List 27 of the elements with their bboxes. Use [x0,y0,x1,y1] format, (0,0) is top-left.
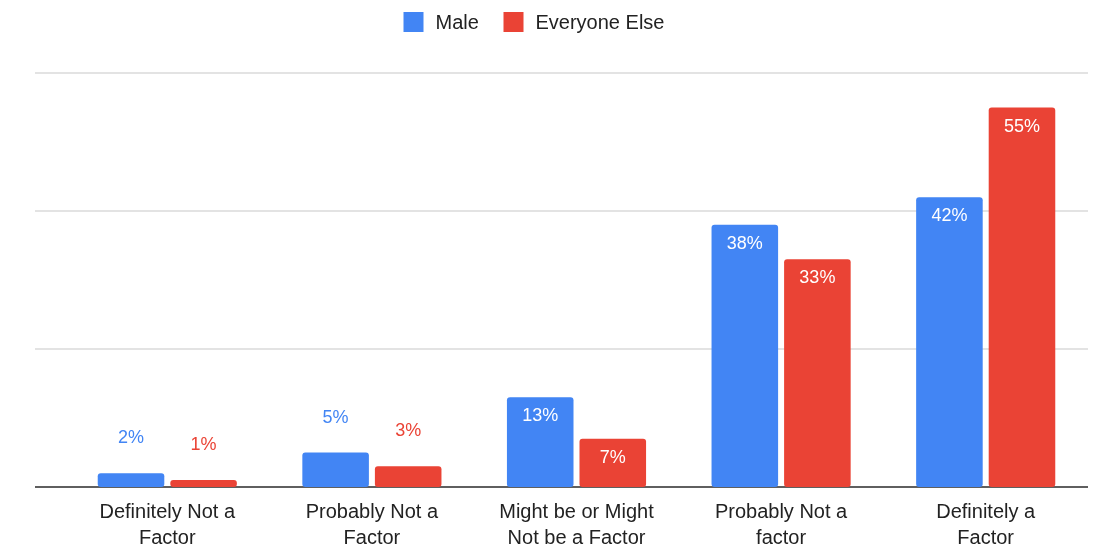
x-tick-label: Definitely a Factor [936,500,1037,548]
bar [711,224,779,487]
bar [506,397,574,487]
data-label: 1% [190,434,217,455]
x-tick-label: Probably Not a Factor [305,500,439,548]
data-label: 5% [322,406,349,427]
bar [374,466,442,487]
data-label: 33% [799,267,836,288]
bar [988,107,1056,487]
bar [916,197,983,487]
data-label: 13% [522,405,559,426]
data-label: 42% [931,205,968,226]
legend-label: Everyone Else [535,11,665,33]
data-label: 38% [726,232,763,253]
data-label: 55% [1003,115,1040,136]
x-tick-label: Probably Not a factor [714,500,849,548]
bar [170,480,237,487]
x-tick-label: Might be or Might Not be a Factor [499,500,655,548]
bar [579,438,647,487]
data-label: 2% [118,427,145,448]
legend-label: Male [435,11,479,33]
x-tick-label: Definitely Not a Factor [99,500,236,548]
data-label: 3% [395,420,422,441]
bar [784,259,851,487]
bar [302,452,369,487]
bar [97,473,165,487]
data-label: 7% [599,446,626,467]
